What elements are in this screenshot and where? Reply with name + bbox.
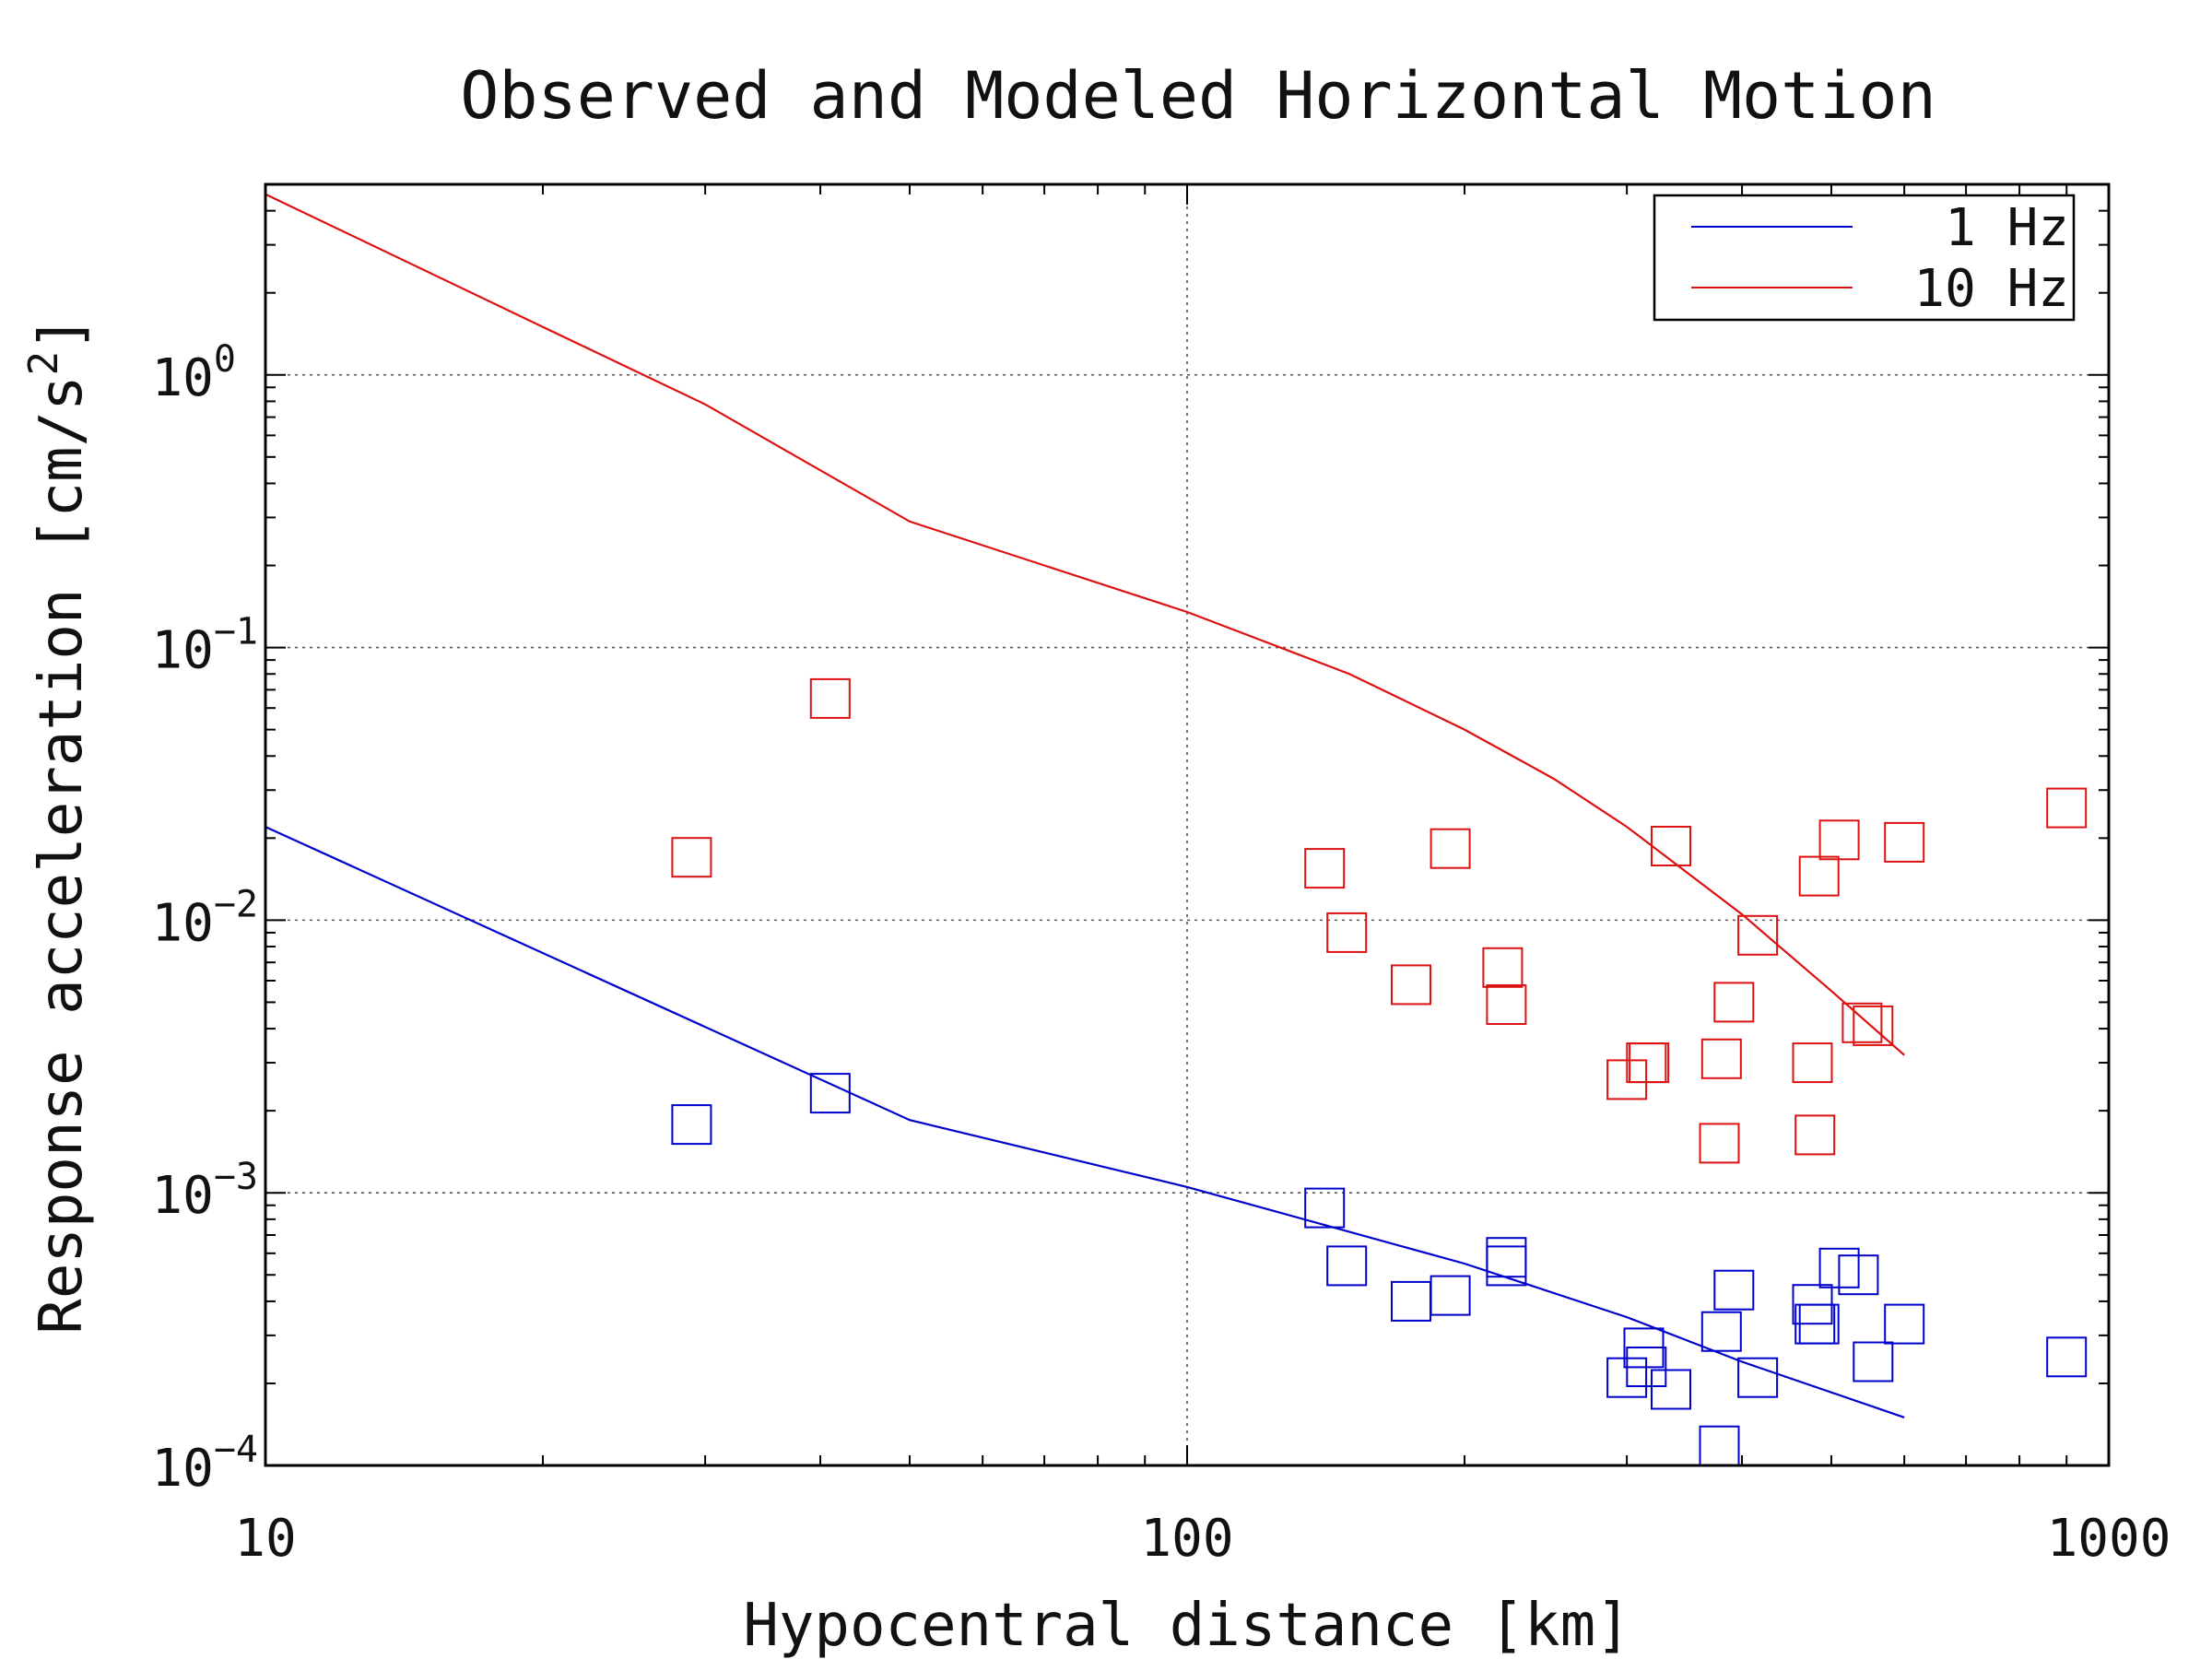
x-tick-label: 1000 xyxy=(2047,1509,2171,1569)
y-axis-label-end: ] xyxy=(28,315,96,351)
marker-1-hz-observed xyxy=(809,1073,851,1114)
model-line-10-hz xyxy=(265,193,1905,1056)
marker-10-hz-observed xyxy=(1699,1123,1740,1164)
y-tick-label-exponent: −1 xyxy=(214,611,258,653)
marker-1-hz-observed xyxy=(1699,1425,1740,1466)
marker-10-hz-observed xyxy=(1713,982,1755,1023)
marker-1-hz-observed xyxy=(1304,1187,1346,1229)
y-tick-label-base: 10 xyxy=(151,621,213,681)
marker-1-hz-observed xyxy=(1700,1311,1742,1352)
y-tick-label: 10−2 xyxy=(151,883,258,953)
marker-1-hz-observed xyxy=(1391,1280,1431,1322)
y-tick-label-exponent: 0 xyxy=(214,338,236,381)
marker-1-hz-observed xyxy=(2046,1336,2088,1378)
marker-10-hz-observed xyxy=(1430,828,1471,869)
axis-ticks xyxy=(265,183,2109,1466)
marker-1-hz-observed xyxy=(1838,1254,1879,1296)
y-tick-label: 100 xyxy=(151,338,236,408)
marker-10-hz-observed xyxy=(1326,912,1368,953)
y-tick-label-base: 10 xyxy=(151,893,213,953)
y-tick-label: 10−3 xyxy=(151,1156,258,1226)
marker-10-hz-observed xyxy=(1794,1114,1836,1156)
marker-10-hz-observed xyxy=(1304,848,1346,889)
y-tick-label-exponent: −2 xyxy=(214,883,258,925)
x-tick-label: 100 xyxy=(1140,1509,1233,1569)
y-axis-label-main: Response acceleration [cm/s xyxy=(28,375,96,1334)
legend: 1 Hz 10 Hz xyxy=(1653,194,2076,322)
marker-10-hz-observed xyxy=(671,837,712,878)
y-tick-label: 10−4 xyxy=(151,1429,258,1499)
series-layer xyxy=(265,193,2088,1466)
marker-10-hz-observed xyxy=(1841,1002,1883,1043)
y-axis-label: Response acceleration [cm/s2] xyxy=(20,315,96,1334)
legend-label-1hz: 1 Hz xyxy=(1945,198,2069,258)
marker-10-hz-observed xyxy=(1391,964,1431,1006)
marker-10-hz-observed xyxy=(1818,819,1860,861)
marker-1-hz-observed xyxy=(1486,1245,1527,1287)
markers-1-hz-observed xyxy=(671,1073,2088,1466)
marker-10-hz-observed xyxy=(1629,1042,1670,1084)
legend-label-10hz: 10 Hz xyxy=(1913,259,2069,319)
marker-10-hz-observed xyxy=(1486,984,1527,1025)
markers-10-hz-observed xyxy=(671,677,2088,1164)
y-tick-label-exponent: −3 xyxy=(214,1156,258,1198)
marker-1-hz-observed xyxy=(1713,1269,1755,1311)
marker-10-hz-observed xyxy=(809,677,851,719)
chart-title: Observed and Modeled Horizontal Motion xyxy=(460,58,1936,134)
marker-1-hz-observed xyxy=(1326,1245,1368,1287)
marker-10-hz-observed xyxy=(1884,821,1925,863)
marker-1-hz-observed xyxy=(1626,1347,1667,1387)
marker-10-hz-observed xyxy=(1798,855,1840,897)
y-tick-label: 10−1 xyxy=(151,611,258,681)
plot-frame xyxy=(264,182,2111,1467)
x-axis-label: Hypocentral distance [km] xyxy=(743,1592,1630,1659)
x-tick-label: 10 xyxy=(234,1509,296,1569)
marker-1-hz-observed xyxy=(1884,1303,1925,1345)
y-tick-label-base: 10 xyxy=(151,348,213,408)
marker-1-hz-observed xyxy=(1798,1303,1840,1345)
marker-1-hz-observed xyxy=(671,1104,712,1146)
marker-10-hz-observed xyxy=(1792,1042,1833,1084)
y-axis-label-superscript: 2 xyxy=(20,351,67,376)
marker-1-hz-observed xyxy=(1737,1357,1779,1398)
y-tick-label-base: 10 xyxy=(151,1166,213,1226)
marker-1-hz-observed xyxy=(1430,1275,1471,1316)
marker-10-hz-observed xyxy=(1737,914,1779,956)
marker-1-hz-observed xyxy=(1853,1341,1894,1382)
marker-10-hz-observed xyxy=(1700,1038,1742,1079)
marker-10-hz-observed xyxy=(2046,787,2088,829)
marker-10-hz-observed xyxy=(1482,947,1524,988)
marker-10-hz-observed xyxy=(1651,826,1691,866)
legend-box xyxy=(1653,194,2076,322)
model-line-1-hz xyxy=(265,826,1905,1418)
marker-10-hz-observed xyxy=(1853,1005,1894,1046)
y-tick-label-exponent: −4 xyxy=(214,1429,258,1471)
marker-1-hz-observed xyxy=(1651,1369,1691,1410)
grid-lines xyxy=(265,184,2109,1465)
y-tick-label-base: 10 xyxy=(151,1439,213,1499)
marker-1-hz-observed xyxy=(1486,1237,1527,1278)
